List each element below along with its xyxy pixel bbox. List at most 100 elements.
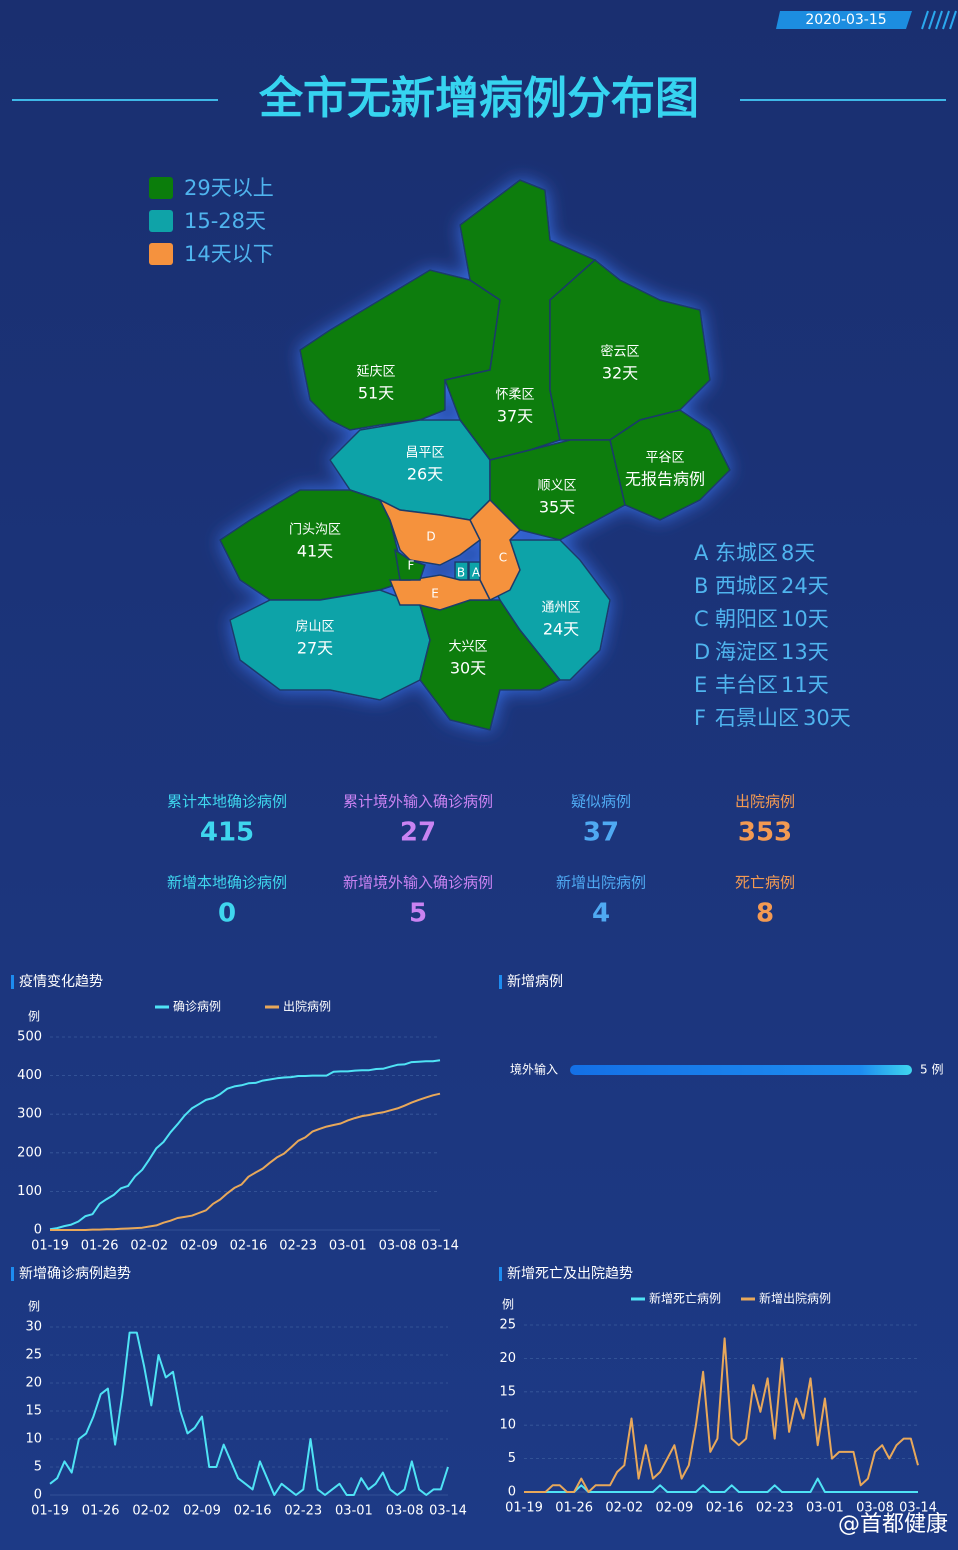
chart-title: 新增病例	[507, 974, 563, 990]
map	[219, 179, 731, 731]
y-tick-label: 20	[25, 1376, 42, 1391]
legend-swatch	[149, 177, 173, 199]
legend-label: 29天以上	[184, 176, 274, 200]
chart-title: 新增确诊病例趋势	[19, 1266, 131, 1282]
district-days: 37天	[497, 407, 533, 426]
district-name: 顺义区	[537, 479, 576, 494]
stat-value: 8	[756, 899, 774, 929]
chart-title: 疫情变化趋势	[19, 974, 103, 990]
x-tick-label: 01-19	[31, 1504, 69, 1519]
y-tick-label: 25	[25, 1348, 42, 1363]
x-tick-label: 02-09	[183, 1504, 221, 1519]
bar	[570, 1065, 912, 1075]
district	[378, 498, 481, 566]
district-days: 41天	[297, 542, 333, 561]
chart-title: 新增死亡及出院趋势	[507, 1266, 633, 1282]
district-days: 35天	[539, 498, 575, 517]
x-tick-label: 01-19	[505, 1501, 543, 1516]
y-tick-label: 500	[17, 1030, 42, 1045]
y-tick-label: 300	[17, 1107, 42, 1122]
date-box	[776, 11, 912, 29]
y-tick-label: 10	[499, 1418, 516, 1433]
district	[549, 259, 711, 441]
stat-label: 新增本地确诊病例	[167, 874, 287, 892]
stat-label: 累计境外输入确诊病例	[343, 793, 493, 811]
key-days: 13天	[781, 640, 829, 664]
district-letter: F	[408, 559, 415, 573]
legend-swatch	[149, 210, 173, 232]
y-tick-label: 5	[34, 1460, 42, 1475]
key-letter: D	[694, 640, 710, 664]
x-tick-label: 02-23	[284, 1504, 322, 1519]
title-marker	[11, 975, 14, 989]
watermark: @首都健康	[838, 1512, 948, 1537]
category-label: 境外输入	[510, 1062, 558, 1077]
x-tick-label: 02-16	[230, 1239, 268, 1254]
y-axis-label: 例	[28, 1300, 40, 1314]
y-tick-label: 20	[499, 1351, 516, 1366]
legend-label: 确诊病例	[173, 999, 221, 1014]
stat-value: 5	[409, 899, 427, 929]
stat-label: 疑似病例	[571, 793, 631, 811]
key-letter: E	[694, 673, 707, 697]
x-tick-label: 02-02	[132, 1504, 170, 1519]
date-stripes	[921, 10, 957, 30]
district-name: 大兴区	[448, 640, 487, 655]
district-name: 昌平区	[405, 446, 444, 461]
stat-value: 353	[738, 818, 792, 848]
key-letter: C	[694, 607, 709, 631]
x-tick-label: 02-02	[605, 1501, 643, 1516]
y-tick-label: 100	[17, 1184, 42, 1199]
district-letter: E	[431, 587, 439, 601]
key-days: 11天	[781, 673, 829, 697]
district-name: 密云区	[600, 344, 639, 360]
district-name: 延庆区	[356, 365, 395, 380]
district-name: 平谷区	[645, 451, 684, 466]
district-days: 51天	[358, 384, 394, 403]
x-tick-label: 01-19	[31, 1239, 69, 1254]
x-tick-label: 03-14	[429, 1504, 467, 1519]
x-tick-label: 03-01	[329, 1239, 367, 1254]
stat-value: 27	[400, 818, 436, 848]
date: 2020-03-15	[805, 12, 886, 28]
key-name: 石景山区	[715, 706, 799, 730]
title-marker	[11, 1267, 14, 1281]
district	[609, 409, 731, 521]
key-days: 30天	[803, 706, 851, 730]
stat-value: 415	[200, 818, 254, 848]
x-tick-label: 02-09	[180, 1239, 218, 1254]
key-days: 10天	[781, 607, 829, 631]
y-tick-label: 400	[17, 1068, 42, 1083]
stat-value: 4	[592, 899, 610, 929]
line-series	[49, 1331, 449, 1496]
x-tick-label: 02-23	[756, 1501, 794, 1516]
key-name: 朝阳区	[715, 607, 778, 631]
key-letter: B	[694, 574, 708, 598]
line-series	[524, 1337, 919, 1493]
district	[443, 179, 597, 461]
key-name: 丰台区	[715, 673, 778, 697]
y-tick-label: 0	[34, 1223, 42, 1238]
x-tick-label: 01-26	[555, 1501, 593, 1516]
y-tick-label: 5	[508, 1451, 516, 1466]
district-days: 24天	[543, 620, 579, 639]
key-name: 海淀区	[715, 640, 778, 664]
district-letter: A	[472, 566, 481, 580]
stat-value: 0	[218, 899, 236, 929]
title-marker	[499, 975, 502, 989]
district-letter: C	[499, 551, 507, 565]
key-letter: A	[694, 541, 709, 565]
district-name: 房山区	[295, 619, 334, 635]
y-tick-label: 15	[499, 1384, 516, 1399]
stat-value: 37	[583, 818, 619, 848]
district	[393, 548, 426, 581]
district-name: 门头沟区	[289, 523, 341, 538]
legend-label: 新增出院病例	[759, 1291, 831, 1306]
district	[469, 498, 522, 602]
x-tick-label: 03-01	[335, 1504, 373, 1519]
line-series	[49, 1059, 441, 1231]
x-tick-label: 03-14	[899, 1501, 937, 1516]
legend-label: 出院病例	[283, 999, 331, 1014]
key-name: 西城区	[715, 574, 778, 598]
title-marker	[499, 1267, 502, 1281]
